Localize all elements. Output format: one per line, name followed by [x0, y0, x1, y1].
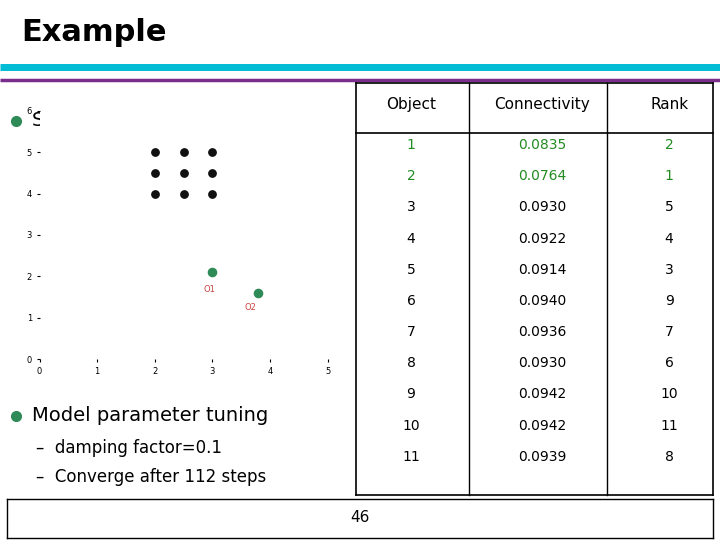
Text: 7: 7 — [407, 325, 415, 339]
Text: 0.0930: 0.0930 — [518, 356, 566, 370]
Text: Sample dataset: Sample dataset — [32, 111, 185, 130]
Text: O2: O2 — [244, 303, 256, 312]
Point — [178, 148, 189, 157]
Text: –  damping factor=0.1: – damping factor=0.1 — [36, 438, 222, 457]
Text: 46: 46 — [351, 510, 369, 525]
Text: 0.0936: 0.0936 — [518, 325, 566, 339]
Point — [149, 148, 161, 157]
Text: 0.0930: 0.0930 — [518, 200, 566, 214]
Text: –  Converge after 112 steps: – Converge after 112 steps — [36, 468, 266, 486]
Text: 3: 3 — [665, 262, 673, 276]
Text: 5: 5 — [665, 200, 673, 214]
Text: 8: 8 — [407, 356, 415, 370]
Point — [253, 288, 264, 297]
Text: 0.0922: 0.0922 — [518, 232, 566, 246]
Point — [207, 268, 218, 276]
Text: 0.0764: 0.0764 — [518, 169, 566, 183]
Text: Rank: Rank — [650, 97, 688, 112]
Text: 0.0942: 0.0942 — [518, 418, 566, 433]
Text: 6: 6 — [665, 356, 674, 370]
Text: 10: 10 — [402, 418, 420, 433]
Text: 7: 7 — [665, 325, 673, 339]
Text: 11: 11 — [660, 418, 678, 433]
Text: 2: 2 — [665, 138, 673, 152]
Text: 4: 4 — [665, 232, 673, 246]
Text: 10: 10 — [660, 387, 678, 401]
Text: 3: 3 — [407, 200, 415, 214]
Point — [149, 168, 161, 177]
Text: 8: 8 — [665, 450, 674, 464]
Point — [178, 168, 189, 177]
Text: 11: 11 — [402, 450, 420, 464]
Text: Example: Example — [22, 18, 167, 47]
Text: 1: 1 — [665, 169, 674, 183]
Text: 0.0939: 0.0939 — [518, 450, 566, 464]
Point — [149, 189, 161, 198]
Text: 0.0940: 0.0940 — [518, 294, 566, 308]
Text: 9: 9 — [407, 387, 415, 401]
Text: 0.0835: 0.0835 — [518, 138, 566, 152]
Text: 6: 6 — [407, 294, 415, 308]
Point — [207, 168, 218, 177]
Text: 0.0942: 0.0942 — [518, 387, 566, 401]
Text: 1: 1 — [407, 138, 415, 152]
Text: 4: 4 — [407, 232, 415, 246]
Text: 9: 9 — [665, 294, 674, 308]
Text: 0.0914: 0.0914 — [518, 262, 566, 276]
Point — [178, 189, 189, 198]
Text: 2: 2 — [407, 169, 415, 183]
Text: Object: Object — [386, 97, 436, 112]
Point — [207, 189, 218, 198]
Text: Connectivity: Connectivity — [494, 97, 590, 112]
Text: O1: O1 — [204, 286, 215, 294]
Text: 5: 5 — [407, 262, 415, 276]
Point — [207, 148, 218, 157]
Text: Model parameter tuning: Model parameter tuning — [32, 406, 269, 425]
